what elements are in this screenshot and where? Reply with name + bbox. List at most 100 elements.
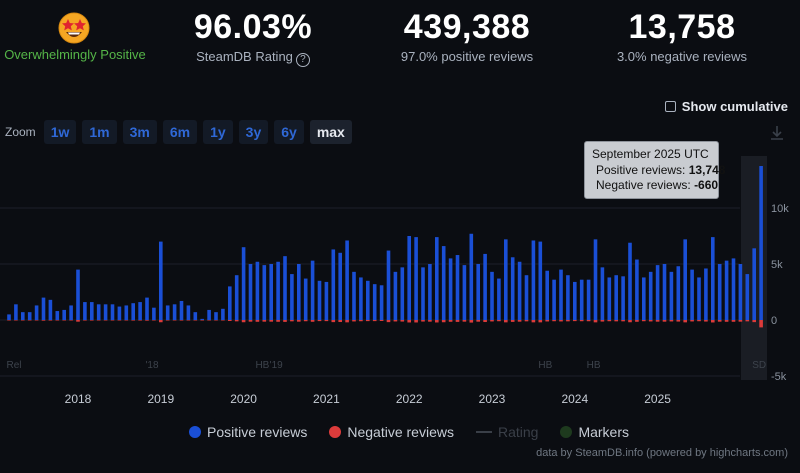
positive-bar[interactable] <box>497 278 501 320</box>
negative-bar[interactable] <box>69 320 73 321</box>
negative-bar[interactable] <box>669 320 674 322</box>
negative-bar[interactable] <box>628 320 632 323</box>
positive-bar[interactable] <box>172 304 177 320</box>
positive-bar[interactable] <box>255 261 260 320</box>
negative-bar[interactable] <box>297 320 301 322</box>
negative-bar[interactable] <box>228 320 232 322</box>
positive-bar[interactable] <box>310 260 315 320</box>
positive-bar[interactable] <box>345 240 349 320</box>
positive-bar[interactable] <box>200 318 204 320</box>
negative-bar[interactable] <box>552 320 556 322</box>
legend-negative[interactable]: Negative reviews <box>329 424 454 440</box>
negative-bar[interactable] <box>635 320 639 322</box>
positive-bar[interactable] <box>7 314 11 320</box>
negative-bar[interactable] <box>186 320 191 321</box>
negative-bar[interactable] <box>152 320 156 321</box>
positive-bar[interactable] <box>628 242 632 320</box>
negative-bar[interactable] <box>504 320 508 323</box>
negative-bar[interactable] <box>448 320 453 322</box>
positive-bar[interactable] <box>573 281 577 320</box>
positive-bar[interactable] <box>711 237 715 320</box>
negative-bar[interactable] <box>262 320 267 322</box>
negative-bar[interactable] <box>731 320 736 322</box>
positive-bar[interactable] <box>552 279 556 320</box>
positive-bar[interactable] <box>690 269 694 320</box>
positive-bar[interactable] <box>448 258 453 320</box>
negative-bar[interactable] <box>124 320 129 321</box>
negative-bar[interactable] <box>269 320 273 322</box>
positive-bar[interactable] <box>221 308 225 320</box>
legend-markers[interactable]: Markers <box>560 424 629 440</box>
negative-bar[interactable] <box>683 320 687 323</box>
positive-bar[interactable] <box>214 312 218 320</box>
negative-bar[interactable] <box>331 320 336 323</box>
positive-bar[interactable] <box>683 239 687 320</box>
negative-bar[interactable] <box>676 320 681 322</box>
positive-bar[interactable] <box>704 268 708 320</box>
negative-bar[interactable] <box>345 320 349 323</box>
positive-bar[interactable] <box>455 255 460 320</box>
positive-bar[interactable] <box>635 259 639 320</box>
positive-bar[interactable] <box>228 286 232 320</box>
zoom-1m-button[interactable]: 1m <box>82 120 117 144</box>
negative-bar[interactable] <box>359 320 363 322</box>
positive-bar[interactable] <box>366 280 370 320</box>
legend-positive[interactable]: Positive reviews <box>188 424 307 440</box>
negative-bar[interactable] <box>717 320 722 322</box>
positive-bar[interactable] <box>662 264 667 320</box>
positive-bar[interactable] <box>490 271 494 320</box>
negative-bar[interactable] <box>573 320 577 322</box>
negative-bar[interactable] <box>7 320 11 321</box>
negative-bar[interactable] <box>372 320 377 322</box>
positive-bar[interactable] <box>152 307 156 320</box>
positive-bar[interactable] <box>421 267 425 320</box>
negative-bar[interactable] <box>62 320 66 321</box>
negative-bar[interactable] <box>76 320 80 322</box>
positive-bar[interactable] <box>262 265 267 320</box>
negative-bar[interactable] <box>414 320 418 323</box>
negative-bar[interactable] <box>221 320 225 321</box>
negative-bar[interactable] <box>538 320 543 323</box>
positive-bar[interactable] <box>607 277 612 320</box>
positive-bar[interactable] <box>34 305 39 320</box>
positive-bar[interactable] <box>103 304 108 320</box>
negative-bar[interactable] <box>586 320 591 322</box>
positive-bar[interactable] <box>379 285 384 320</box>
positive-bar[interactable] <box>55 311 60 320</box>
negative-bar[interactable] <box>117 320 122 321</box>
negative-bar[interactable] <box>441 320 446 323</box>
negative-bar[interactable] <box>476 320 480 322</box>
negative-bar[interactable] <box>179 320 184 321</box>
negative-bar[interactable] <box>366 320 370 322</box>
positive-bar[interactable] <box>62 309 66 320</box>
positive-bar[interactable] <box>179 300 184 320</box>
positive-bar[interactable] <box>676 266 681 320</box>
positive-bar[interactable] <box>69 305 73 320</box>
negative-bar[interactable] <box>421 320 425 322</box>
negative-bar[interactable] <box>200 320 204 321</box>
positive-bar[interactable] <box>165 305 170 320</box>
negative-bar[interactable] <box>593 320 598 323</box>
negative-bar[interactable] <box>724 320 729 322</box>
negative-bar[interactable] <box>248 320 253 322</box>
cumulative-checkbox[interactable] <box>664 101 676 112</box>
positive-bar[interactable] <box>510 257 515 320</box>
positive-bar[interactable] <box>359 277 363 320</box>
negative-bar[interactable] <box>435 320 439 323</box>
negative-bar[interactable] <box>241 320 246 323</box>
positive-bar[interactable] <box>441 246 446 320</box>
negative-bar[interactable] <box>193 320 198 321</box>
positive-bar[interactable] <box>697 277 701 320</box>
negative-bar[interactable] <box>14 320 18 321</box>
positive-bar[interactable] <box>483 253 487 320</box>
legend-rating[interactable]: Rating <box>475 424 538 440</box>
positive-bar[interactable] <box>207 309 211 320</box>
negative-bar[interactable] <box>145 320 149 321</box>
negative-bar[interactable] <box>276 320 280 322</box>
positive-bar[interactable] <box>386 250 391 320</box>
negative-bar[interactable] <box>704 320 708 322</box>
download-icon[interactable] <box>768 124 786 142</box>
negative-bar[interactable] <box>531 320 536 323</box>
positive-bar[interactable] <box>407 236 411 320</box>
positive-bar[interactable] <box>435 237 439 320</box>
